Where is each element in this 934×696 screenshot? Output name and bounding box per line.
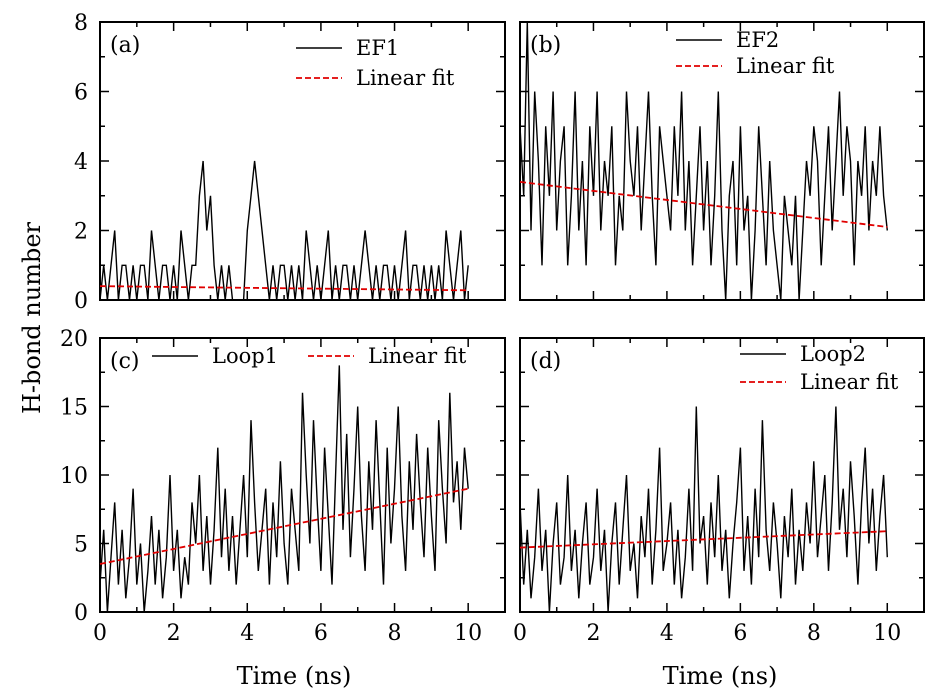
y-tick-label: 0 [74, 289, 88, 314]
series-line [519, 21, 888, 301]
y-tick-label: 15 [60, 396, 88, 421]
linear-fit-line [99, 285, 469, 292]
y-tick-label: 20 [60, 327, 88, 352]
y-tick-label: 6 [74, 81, 88, 106]
x-tick-label: 8 [388, 621, 402, 646]
x-tick-label: 6 [733, 621, 747, 646]
legend-label: Loop1 [212, 344, 278, 368]
x-tick-label: 8 [807, 621, 821, 646]
panel-label: (d) [530, 349, 561, 374]
y-tick-label: 4 [74, 150, 88, 175]
panel-c: 0 2 4 6 8 10 0 5 10 15 20 (c) Loop1 Linear fit [60, 327, 506, 646]
panel-label: (a) [110, 33, 140, 58]
y-tick-label: 8 [74, 11, 88, 36]
x-tick-label: 2 [586, 621, 600, 646]
panel-label: (c) [110, 349, 140, 374]
x-axis-label-left: Time (ns) [237, 662, 352, 690]
legend-label: Linear fit [800, 370, 899, 394]
x-tick-label: 10 [873, 621, 901, 646]
legend-label: Linear fit [736, 54, 835, 78]
linear-fit-line [519, 530, 888, 549]
x-tick-label: 4 [660, 621, 674, 646]
series-line [99, 160, 469, 301]
x-tick-label: 0 [93, 621, 107, 646]
legend-label: EF1 [356, 36, 399, 60]
panel-a: 0 2 4 6 8 (a) EF1 Linear fit [74, 11, 506, 314]
x-tick-label: 6 [314, 621, 328, 646]
series-line [99, 365, 469, 613]
x-tick-label: 4 [240, 621, 254, 646]
legend-label: Loop2 [800, 342, 866, 366]
linear-fit-line [519, 181, 888, 228]
y-tick-label: 10 [60, 464, 88, 489]
x-tick-label: 2 [167, 621, 181, 646]
series-line [519, 406, 888, 613]
panel-label: (b) [530, 33, 561, 58]
y-tick-label: 2 [74, 220, 88, 245]
legend-label: Linear fit [356, 66, 455, 90]
panel-d: 0 2 4 6 8 10 (d) Loop2 Linear fit [513, 337, 925, 646]
x-tick-label: 10 [454, 621, 482, 646]
x-axis-label-right: Time (ns) [663, 662, 778, 690]
x-tick-label: 0 [513, 621, 527, 646]
y-tick-label: 0 [74, 601, 88, 626]
y-tick-label: 5 [74, 533, 88, 558]
y-axis-label: H-bond number [18, 221, 46, 414]
legend-label: Linear fit [368, 344, 467, 368]
legend-label: EF2 [736, 28, 779, 52]
